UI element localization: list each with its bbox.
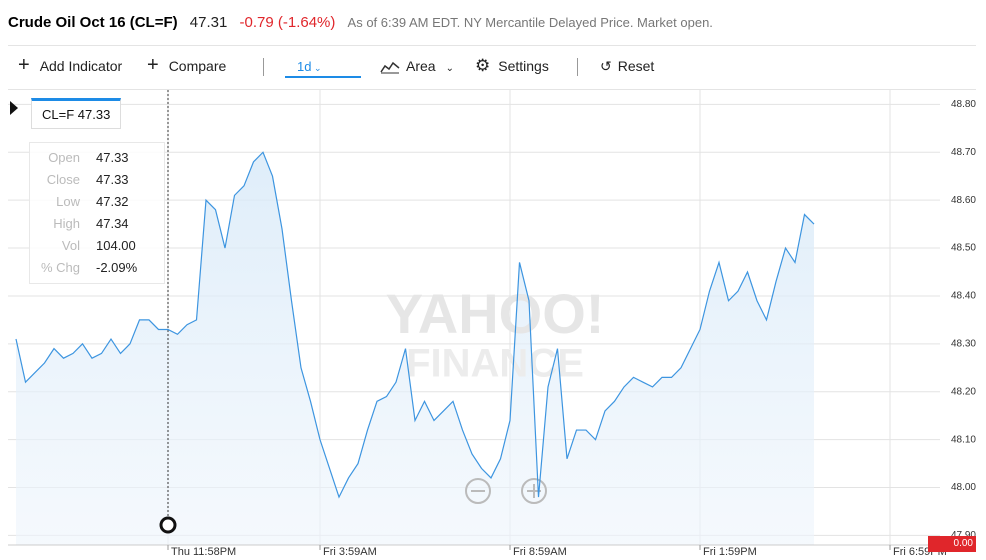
range-label: 1d bbox=[297, 59, 312, 74]
chart-type-label: Area bbox=[406, 58, 436, 74]
volume-tag: 0.00 bbox=[928, 536, 976, 552]
tooltip-value: 47.34 bbox=[96, 216, 129, 231]
toolbar: + Add Indicator + Compare 1d ⌄ Area ⌄ ⚙ Sett… bbox=[8, 45, 976, 90]
price-line bbox=[15, 151, 815, 499]
collapse-arrow[interactable] bbox=[10, 101, 18, 115]
cursor-label: CL=F 47.33 bbox=[31, 98, 122, 129]
tooltip-value: -2.09% bbox=[96, 260, 138, 275]
compare-button[interactable]: + Compare bbox=[147, 55, 227, 75]
x-tick-label: Fri 3:59AM bbox=[323, 546, 377, 558]
area-icon bbox=[380, 62, 400, 74]
plus-icon: + bbox=[18, 54, 30, 76]
y-tick-label: 48.30 bbox=[951, 338, 976, 349]
tooltip-value: 47.32 bbox=[96, 194, 129, 209]
tooltip-value: 47.33 bbox=[96, 172, 129, 187]
zoom-in-button[interactable] bbox=[521, 478, 547, 504]
y-tick-label: 48.70 bbox=[951, 147, 976, 158]
chart-type-button[interactable]: Area ⌄ bbox=[380, 58, 454, 74]
plus-icon: + bbox=[147, 54, 159, 76]
tooltip-key: High bbox=[53, 216, 80, 231]
x-tick-label: Fri 8:59AM bbox=[513, 546, 567, 558]
settings-button[interactable]: ⚙ Settings bbox=[475, 56, 549, 75]
watermark: YAHOO! FINANCE bbox=[386, 282, 605, 386]
y-tick-label: 48.10 bbox=[951, 434, 976, 445]
separator bbox=[263, 58, 264, 76]
quote-title: Crude Oil Oct 16 (CL=F) bbox=[8, 14, 178, 31]
tooltip-row: Low 47.32 bbox=[30, 194, 164, 216]
tooltip-row: Close 47.33 bbox=[30, 172, 164, 194]
y-tick-label: 48.60 bbox=[951, 195, 976, 206]
y-tick-label: 48.00 bbox=[951, 482, 976, 493]
y-tick-label: 48.20 bbox=[951, 386, 976, 397]
tooltip-value: 104.00 bbox=[96, 238, 136, 253]
tooltip-value: 47.33 bbox=[96, 150, 129, 165]
watermark-text: FINANCE bbox=[406, 342, 584, 386]
settings-label: Settings bbox=[498, 58, 549, 74]
watermark-text: YAHOO! bbox=[386, 282, 605, 345]
tooltip-key: Close bbox=[46, 172, 80, 187]
reset-button[interactable]: ↺ Reset bbox=[600, 58, 654, 75]
x-tick-label: Thu 11:58PM bbox=[171, 546, 236, 558]
tooltip-row: Open 47.33 bbox=[30, 150, 164, 172]
x-tick-label: Fri 1:59PM bbox=[703, 546, 757, 558]
tooltip-key: Open bbox=[48, 150, 80, 165]
separator bbox=[577, 58, 578, 76]
tooltip-row: Vol 104.00 bbox=[30, 238, 164, 260]
compare-label: Compare bbox=[168, 58, 227, 74]
quote-note: As of 6:39 AM EDT. NY Mercantile Delayed… bbox=[347, 15, 713, 30]
tooltip-key: % Chg bbox=[40, 260, 80, 275]
y-tick-label: 48.50 bbox=[951, 243, 976, 254]
tooltip: Open 47.33 Close 47.33 Low 47.32 High 47.34 Vol 1… bbox=[29, 142, 165, 284]
gear-icon: ⚙ bbox=[475, 56, 491, 75]
area-fill bbox=[16, 152, 814, 545]
zoom-out-button[interactable] bbox=[465, 478, 491, 504]
event-marker[interactable] bbox=[159, 516, 177, 534]
tooltip-row: High 47.34 bbox=[30, 216, 164, 238]
quote-header: Crude Oil Oct 16 (CL=F) 47.31 -0.79 (-1.… bbox=[8, 14, 713, 31]
y-tick-label: 47.90 bbox=[951, 530, 976, 541]
add-indicator-label: Add Indicator bbox=[39, 58, 123, 74]
y-tick-label: 48.40 bbox=[951, 291, 976, 302]
y-tick-label: 48.80 bbox=[951, 99, 976, 110]
reset-icon: ↺ bbox=[600, 58, 612, 74]
tooltip-key: Vol bbox=[61, 238, 80, 253]
reset-label: Reset bbox=[617, 58, 655, 74]
tooltip-row: % Chg -2.09% bbox=[30, 260, 164, 282]
range-underline bbox=[285, 76, 361, 78]
tooltip-key: Low bbox=[56, 194, 80, 209]
range-button[interactable]: 1d ⌄ bbox=[297, 59, 322, 74]
add-indicator-button[interactable]: + Add Indicator bbox=[18, 55, 123, 75]
quote-change: -0.79 (-1.64%) bbox=[239, 14, 336, 31]
quote-price: 47.31 bbox=[189, 14, 228, 31]
